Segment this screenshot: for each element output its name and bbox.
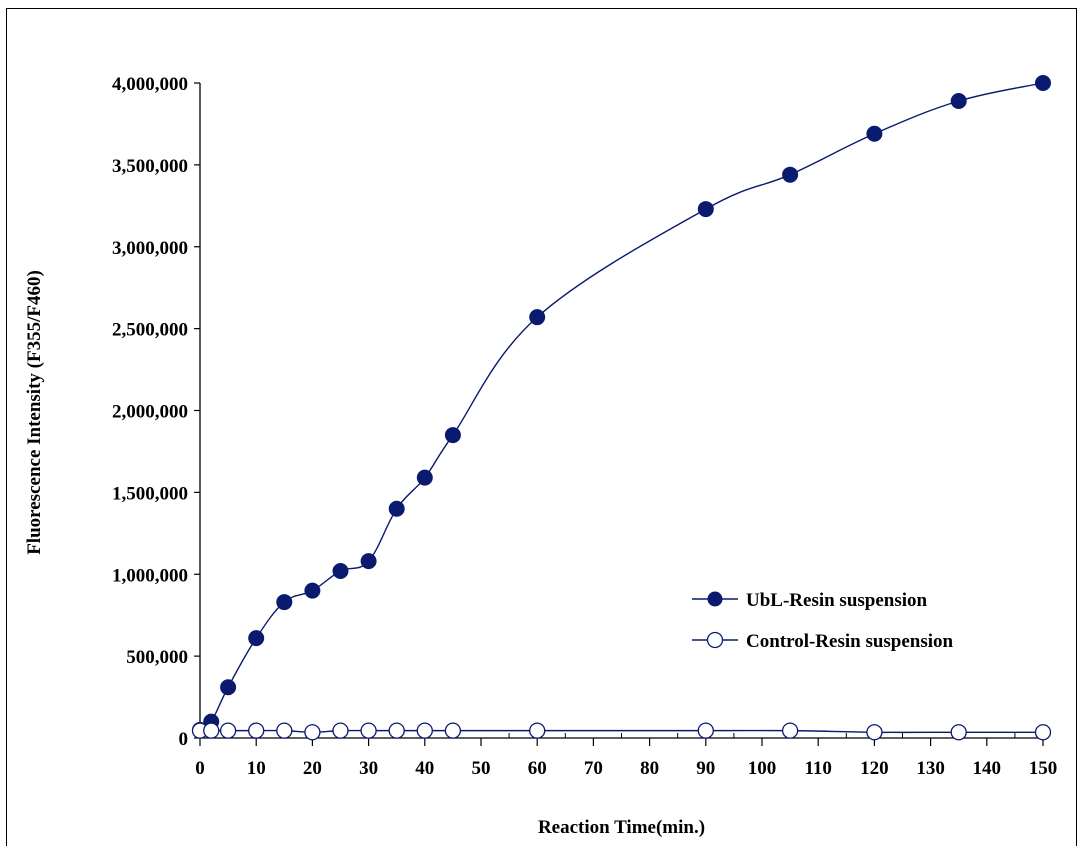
x-tick-label: 140: [973, 758, 1002, 779]
series-layer: [191, 75, 1052, 741]
x-tick-label: 100: [748, 758, 777, 779]
data-point-filled: [782, 166, 799, 183]
data-point-filled: [304, 582, 321, 599]
data-point-open: [304, 724, 321, 741]
x-tick-label: 20: [303, 758, 322, 779]
x-tick-label: 40: [415, 758, 434, 779]
data-point-open: [203, 722, 220, 739]
legend-marker-filled: [707, 591, 723, 607]
x-tick-label: 0: [195, 758, 205, 779]
data-point-filled: [220, 679, 237, 696]
data-point-open: [248, 722, 265, 739]
axes: 0 500,000 1,000,000 1,500,000 2,000,000 2,500…: [112, 74, 1057, 779]
x-tick-label: 90: [696, 758, 715, 779]
chart-frame: [6, 8, 1077, 846]
data-point-filled: [529, 309, 546, 326]
legend-marker-open: [706, 631, 724, 649]
x-axis-title: Reaction Time(min.): [538, 817, 705, 838]
x-tick-label: 130: [916, 758, 945, 779]
data-point-open: [388, 722, 405, 739]
legend-label: Control-Resin suspension: [746, 631, 954, 652]
data-point-filled: [416, 469, 433, 486]
data-point-filled: [332, 562, 349, 579]
data-point-filled: [276, 594, 293, 611]
data-point-open: [444, 722, 462, 739]
x-tick-label: 30: [359, 758, 378, 779]
y-tick-label: 1,000,000: [112, 565, 188, 586]
x-tick-label: 10: [247, 758, 266, 779]
y-tick-label: 2,500,000: [112, 320, 188, 341]
data-point-open: [360, 722, 377, 739]
y-tick-label: 3,000,000: [112, 238, 188, 259]
y-tick-label: 500,000: [126, 647, 188, 668]
data-point-open: [1034, 724, 1052, 741]
series-2: [191, 722, 1052, 741]
x-tick-label: 120: [860, 758, 889, 779]
data-point-open: [416, 722, 433, 739]
data-point-filled: [360, 553, 377, 570]
data-point-filled: [697, 201, 714, 218]
x-tick-label: 110: [804, 758, 831, 779]
x-tick-label: 50: [472, 758, 491, 779]
y-tick-label: 4,000,000: [112, 74, 188, 95]
y-tick-label: 1,500,000: [112, 483, 188, 504]
data-point-open: [866, 724, 883, 741]
legend-item: Control-Resin suspension: [692, 631, 954, 652]
x-tick-label: 70: [584, 758, 603, 779]
data-point-open: [781, 722, 799, 739]
data-point-open: [332, 722, 349, 739]
data-point-open: [697, 722, 714, 739]
data-point-filled: [866, 125, 883, 142]
legend-item: UbL-Resin suspension: [692, 590, 928, 611]
data-point-filled: [444, 427, 461, 444]
y-tick-label: 3,500,000: [112, 156, 188, 177]
data-point-open: [950, 724, 967, 741]
data-point-filled: [248, 630, 265, 647]
series-line: [200, 729, 1043, 734]
data-point-filled: [1035, 75, 1051, 91]
data-point-filled: [950, 93, 967, 110]
y-tick-label: 0: [179, 729, 189, 750]
y-axis-title: Fluorescence Intensity (F355/F460): [24, 270, 45, 555]
data-point-open: [276, 722, 293, 739]
data-point-filled: [388, 500, 405, 517]
x-tick-label: 150: [1029, 758, 1058, 779]
y-tick-label: 2,000,000: [112, 402, 188, 423]
x-tick-label: 60: [528, 758, 547, 779]
legend-label: UbL-Resin suspension: [746, 590, 928, 611]
x-tick-label: 80: [640, 758, 659, 779]
data-point-open: [219, 722, 237, 739]
data-point-open: [529, 722, 546, 739]
legend: UbL-Resin suspension Control-Resin suspen…: [692, 590, 954, 652]
